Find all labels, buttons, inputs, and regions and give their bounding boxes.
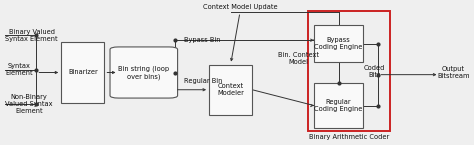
Text: Binary Arithmetic Coder: Binary Arithmetic Coder [309, 134, 389, 140]
FancyBboxPatch shape [314, 25, 363, 62]
Text: Regular
Coding Engine: Regular Coding Engine [314, 99, 363, 112]
FancyBboxPatch shape [61, 42, 104, 103]
Text: Bin string (loop
over bins): Bin string (loop over bins) [118, 66, 169, 79]
Text: Bypass Bin: Bypass Bin [184, 37, 220, 43]
FancyBboxPatch shape [314, 83, 363, 128]
Text: Regular Bin: Regular Bin [184, 78, 222, 84]
FancyBboxPatch shape [110, 47, 178, 98]
Text: Non-Binary
Valued Syntax
Element: Non-Binary Valued Syntax Element [5, 94, 53, 114]
Text: Bypass
Coding Engine: Bypass Coding Engine [314, 37, 363, 50]
Text: Bin. Context
Model: Bin. Context Model [278, 52, 319, 65]
FancyBboxPatch shape [209, 65, 252, 115]
Text: Context
Modeler: Context Modeler [217, 83, 244, 96]
Text: Output
Bitstream: Output Bitstream [437, 66, 470, 79]
Text: Syntax
Element: Syntax Element [5, 63, 33, 76]
Text: Coded
Bits: Coded Bits [364, 65, 385, 78]
Text: Context Model Update: Context Model Update [203, 4, 277, 10]
Text: Binarizer: Binarizer [68, 69, 98, 76]
Text: Binary Valued
Syntax Element: Binary Valued Syntax Element [5, 29, 58, 42]
